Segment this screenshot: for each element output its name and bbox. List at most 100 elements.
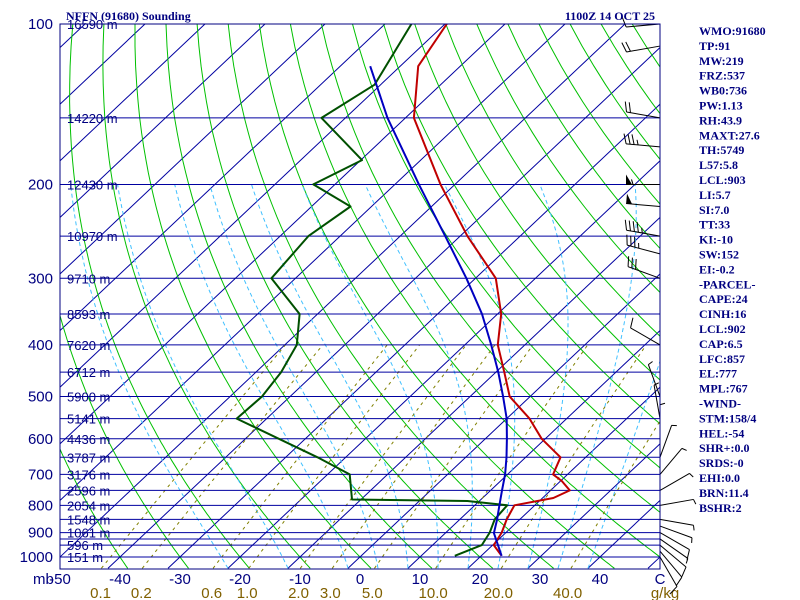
barb-full bbox=[675, 576, 683, 587]
mixing-ratio-label: 0.1 bbox=[90, 585, 111, 600]
temperature-tick-label: -30 bbox=[169, 571, 191, 588]
station-title: NFFN (91680) Sounding bbox=[66, 9, 191, 23]
index-line: WB0:736 bbox=[699, 84, 747, 98]
index-line: LI:5.7 bbox=[699, 188, 731, 202]
mixing-ratio-label: 1.0 bbox=[237, 585, 258, 600]
barb-full bbox=[628, 102, 631, 113]
mixing-ratio-line bbox=[374, 344, 534, 569]
dry-adiabat-line bbox=[352, 24, 660, 469]
index-line: TH:5749 bbox=[699, 143, 744, 157]
barb-full bbox=[623, 133, 627, 144]
wind-barb bbox=[659, 518, 695, 531]
barb-full bbox=[627, 133, 631, 145]
dry-adiabat-line bbox=[320, 24, 660, 513]
barb-half bbox=[692, 525, 695, 531]
height-label: 151 m bbox=[67, 550, 103, 565]
height-label: 6712 m bbox=[67, 365, 110, 380]
pressure-tick-label: 800 bbox=[28, 497, 53, 514]
barb-full bbox=[625, 41, 631, 52]
barb-staff bbox=[626, 111, 661, 119]
plot-frame bbox=[59, 23, 661, 570]
index-line: LFC:857 bbox=[699, 352, 745, 366]
moist-adiabat-line bbox=[117, 184, 289, 569]
index-line: MAXT:27.6 bbox=[699, 128, 760, 142]
mixing-ratio-label: g/kg bbox=[651, 585, 679, 600]
wind-barbs bbox=[621, 17, 697, 595]
wind-barb bbox=[659, 498, 697, 506]
dry-adiabat-line bbox=[258, 24, 615, 569]
barb-staff bbox=[659, 538, 689, 559]
moist-adiabat-line bbox=[301, 184, 439, 569]
dry-adiabat-line bbox=[165, 24, 433, 569]
barb-full bbox=[632, 221, 635, 232]
barb-full bbox=[624, 101, 628, 113]
barb-full bbox=[631, 257, 633, 269]
height-label: 5900 m bbox=[67, 390, 110, 405]
height-label: 2596 m bbox=[67, 483, 110, 498]
isotherm-line bbox=[107, 46, 660, 569]
temperature-tick-label: 40 bbox=[592, 571, 609, 588]
mixing-ratio-line bbox=[299, 344, 467, 569]
index-line: CAPE:24 bbox=[699, 292, 748, 306]
mixing-ratio-line bbox=[570, 420, 660, 569]
barb-full bbox=[631, 134, 635, 145]
barb-half bbox=[636, 139, 639, 146]
pressure-tick-label: 100 bbox=[28, 16, 53, 33]
pressure-tick-label: 500 bbox=[28, 389, 53, 406]
indices-panel: WMO:91680TP:91MW:219FRZ:537WB0:736PW:1.1… bbox=[699, 24, 766, 515]
barb-staff bbox=[630, 327, 661, 346]
height-label: 5141 m bbox=[67, 412, 110, 427]
index-line: STM:158/4 bbox=[699, 411, 756, 425]
barb-staff bbox=[627, 266, 661, 279]
barb-staff bbox=[659, 544, 687, 568]
barb-half bbox=[653, 382, 659, 386]
isotherm-line bbox=[60, 24, 446, 388]
barb-staff bbox=[627, 244, 661, 255]
index-line: SRDS:-0 bbox=[699, 456, 744, 470]
grid-lines bbox=[60, 24, 660, 569]
barb-staff bbox=[659, 448, 683, 475]
index-line: EL:777 bbox=[699, 367, 737, 381]
moist-adiabat-line bbox=[251, 184, 409, 569]
index-line: EI:-0.2 bbox=[699, 262, 735, 276]
isotherm-line bbox=[227, 160, 660, 569]
barb-half bbox=[681, 447, 687, 451]
barb-flag bbox=[626, 193, 633, 205]
pressure-tick-label: 900 bbox=[28, 525, 53, 542]
dry-adiabat-line bbox=[383, 24, 660, 425]
pressure-tick-label: 400 bbox=[28, 337, 53, 354]
pressure-tick-label: 300 bbox=[28, 270, 53, 287]
barb-staff bbox=[653, 385, 661, 419]
barb-full bbox=[630, 317, 634, 329]
wind-barb bbox=[626, 174, 660, 185]
moist-adiabat-line bbox=[587, 359, 660, 569]
wind-barb bbox=[659, 544, 687, 577]
dry-adiabat-line bbox=[69, 24, 250, 569]
barb-staff bbox=[659, 472, 690, 491]
isotherm-line bbox=[347, 273, 660, 569]
barb-full bbox=[621, 42, 627, 53]
index-line: CAP:6.5 bbox=[699, 337, 743, 351]
index-line: SI:7.0 bbox=[699, 203, 729, 217]
mixing-ratio-label: 20.0 bbox=[484, 585, 513, 600]
height-label: 3176 m bbox=[67, 467, 110, 482]
barb-full bbox=[636, 221, 639, 233]
barb-flag bbox=[626, 174, 632, 185]
index-line: WMO:91680 bbox=[699, 24, 766, 38]
sounding-time: 1100Z 14 OCT 25 bbox=[565, 9, 655, 23]
isotherm-line bbox=[60, 24, 626, 558]
wind-barb bbox=[647, 361, 661, 397]
wind-barb bbox=[659, 472, 694, 491]
barb-staff bbox=[659, 550, 683, 578]
temperature-tick-label: 20 bbox=[472, 571, 489, 588]
dry-adiabat-line bbox=[507, 24, 660, 250]
wind-barb bbox=[626, 234, 661, 255]
mixing-ratio-label: 2.0 bbox=[288, 585, 309, 600]
index-line: LCL:903 bbox=[699, 173, 746, 187]
barb-staff bbox=[659, 532, 690, 551]
height-label: 8593 m bbox=[67, 307, 110, 322]
barb-half bbox=[648, 361, 653, 366]
index-line: LCL:902 bbox=[699, 322, 746, 336]
dry-adiabat-line bbox=[414, 24, 660, 381]
